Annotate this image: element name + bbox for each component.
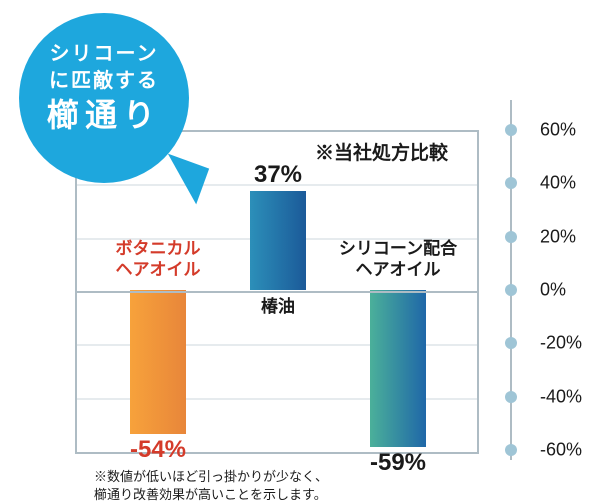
y-tick-dot xyxy=(505,284,517,296)
y-tick-label: -60% xyxy=(540,440,582,461)
y-tick-label: -20% xyxy=(540,333,582,354)
bar-value: -54% xyxy=(118,436,198,464)
y-tick-dot xyxy=(505,444,517,456)
y-tick-dot xyxy=(505,231,517,243)
bar xyxy=(250,191,306,290)
badge-line1: シリコーン xyxy=(19,41,189,68)
bar-category: ボタニカル ヘアオイル xyxy=(78,238,238,281)
y-tick-dot xyxy=(505,391,517,403)
bar-category: 椿油 xyxy=(198,296,358,317)
chart-note: ※当社処方比較 xyxy=(315,138,448,165)
y-tick-label: 40% xyxy=(540,173,576,194)
bar-value: -59% xyxy=(358,449,438,477)
bar-category: シリコーン配合 ヘアオイル xyxy=(318,238,478,281)
badge-line3: 櫛通り xyxy=(19,95,189,137)
y-tick-dot xyxy=(505,337,517,349)
bar-value: 37% xyxy=(238,161,318,189)
y-tick-label: 0% xyxy=(540,280,566,301)
y-tick-dot xyxy=(505,177,517,189)
y-axis-line xyxy=(510,100,512,460)
zero-line xyxy=(77,291,477,293)
bar xyxy=(370,290,426,447)
bar xyxy=(130,290,186,434)
badge-line2: に匹敵する xyxy=(19,68,189,95)
footnote: ※数値が低いほど引っ掛かりが少なく、 櫛通り改善効果が高いことを示します。 xyxy=(94,468,328,504)
y-tick-dot xyxy=(505,124,517,136)
y-tick-label: 20% xyxy=(540,226,576,247)
y-tick-label: -40% xyxy=(540,386,582,407)
headline-badge: シリコーンに匹敵する櫛通り xyxy=(19,13,189,183)
y-tick-label: 60% xyxy=(540,120,576,141)
